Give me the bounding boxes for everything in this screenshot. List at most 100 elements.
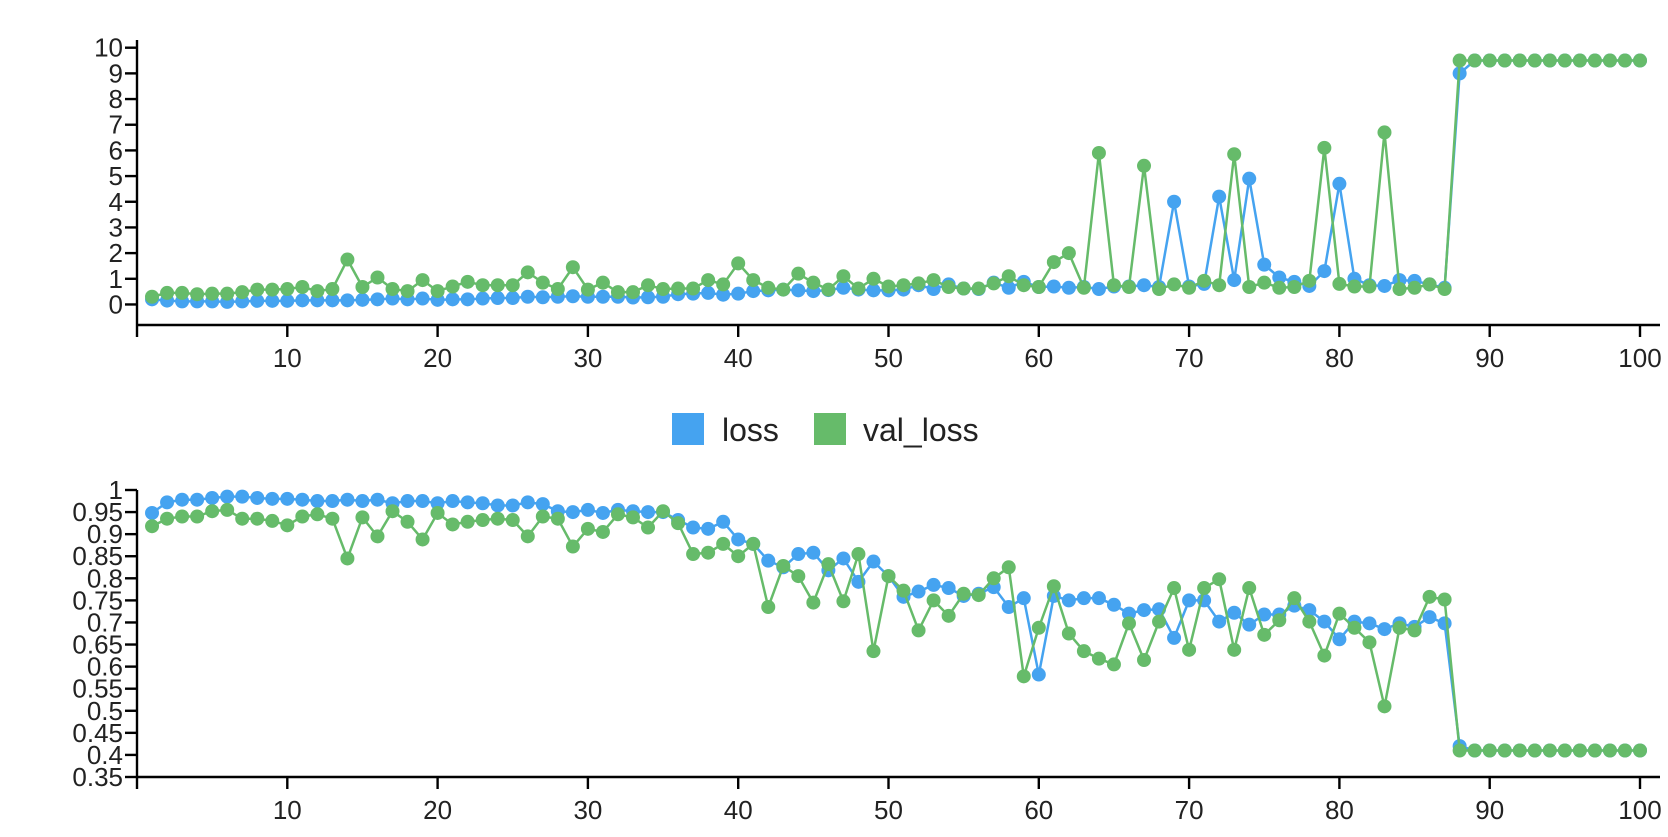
data-point-val-loss: [430, 284, 445, 299]
data-point-loss: [265, 491, 280, 506]
x-tick-label: 60: [1024, 795, 1053, 825]
data-point-val-loss: [746, 273, 761, 288]
data-point-val-loss: [205, 286, 220, 301]
data-point-val-loss: [926, 273, 941, 288]
data-point-val-loss: [836, 594, 851, 609]
y-tick-label: 5: [109, 161, 123, 191]
data-point-val-loss: [520, 529, 535, 544]
data-point-loss: [1227, 273, 1242, 288]
data-point-val-loss: [1482, 53, 1497, 68]
data-point-loss: [400, 494, 415, 509]
data-point-val-loss: [1302, 273, 1317, 288]
data-point-val-loss: [145, 289, 160, 304]
x-tick-label: 100: [1618, 795, 1661, 825]
data-point-val-loss: [1467, 53, 1482, 68]
x-tick-label: 50: [874, 795, 903, 825]
data-point-loss: [535, 497, 550, 512]
data-point-loss: [520, 495, 535, 510]
data-point-loss: [460, 495, 475, 510]
data-point-loss: [1212, 189, 1227, 204]
x-tick-label: 90: [1475, 343, 1504, 373]
data-point-val-loss: [250, 511, 265, 526]
data-point-val-loss: [595, 275, 610, 290]
data-point-loss: [475, 291, 490, 306]
data-point-val-loss: [896, 278, 911, 293]
data-point-loss: [1167, 630, 1182, 645]
data-point-val-loss: [625, 510, 640, 525]
data-point-loss: [1302, 603, 1317, 618]
data-point-val-loss: [1016, 278, 1031, 293]
data-point-val-loss: [475, 513, 490, 528]
data-point-val-loss: [911, 623, 926, 638]
data-point-val-loss: [1182, 642, 1197, 657]
data-point-loss: [265, 293, 280, 308]
legend-label-loss: loss: [722, 412, 779, 448]
data-point-loss: [325, 293, 340, 308]
data-point-val-loss: [595, 524, 610, 539]
x-tick-label: 70: [1175, 343, 1204, 373]
y-tick-label: 0.9: [87, 519, 123, 549]
data-point-val-loss: [1106, 657, 1121, 672]
data-point-val-loss: [1542, 743, 1557, 758]
data-point-val-loss: [821, 282, 836, 297]
data-point-val-loss: [160, 511, 175, 526]
data-point-val-loss: [851, 547, 866, 562]
data-point-loss: [941, 581, 956, 596]
data-point-val-loss: [1016, 669, 1031, 684]
data-point-val-loss: [791, 266, 806, 281]
data-point-loss: [1121, 606, 1136, 621]
data-point-val-loss: [325, 511, 340, 526]
data-point-val-loss: [1212, 278, 1227, 293]
legend-label-val-loss: val_loss: [863, 412, 979, 448]
data-point-val-loss: [565, 539, 580, 554]
data-point-val-loss: [1527, 743, 1542, 758]
y-tick-label: 0: [109, 289, 123, 319]
data-point-loss: [415, 291, 430, 306]
data-point-loss: [791, 547, 806, 562]
data-point-val-loss: [1587, 743, 1602, 758]
y-tick-label: 0.45: [72, 718, 123, 748]
x-tick-label: 40: [724, 795, 753, 825]
data-point-loss: [250, 490, 265, 505]
data-point-loss: [190, 492, 205, 507]
data-point-val-loss: [1392, 282, 1407, 297]
data-point-val-loss: [1347, 620, 1362, 635]
data-point-loss: [250, 293, 265, 308]
data-point-val-loss: [325, 282, 340, 297]
series-line-loss: [151, 495, 1640, 752]
data-point-loss: [280, 293, 295, 308]
data-point-loss: [836, 551, 851, 566]
data-point-val-loss: [1182, 280, 1197, 295]
data-point-val-loss: [956, 586, 971, 601]
data-point-loss: [866, 554, 881, 569]
y-tick-label: 0.95: [72, 497, 123, 527]
data-point-val-loss: [1347, 279, 1362, 294]
data-point-loss: [716, 514, 731, 529]
data-point-loss: [1377, 278, 1392, 293]
data-point-val-loss: [806, 275, 821, 290]
data-point-val-loss: [1392, 620, 1407, 635]
data-point-loss: [355, 494, 370, 509]
data-point-loss: [505, 498, 520, 513]
series-line-val-loss: [151, 508, 1640, 752]
data-point-loss: [430, 496, 445, 511]
x-tick-label: 30: [573, 795, 602, 825]
data-point-loss: [580, 502, 595, 517]
data-point-loss: [731, 532, 746, 547]
data-point-val-loss: [1106, 278, 1121, 293]
data-point-loss: [926, 577, 941, 592]
data-point-val-loss: [986, 276, 1001, 291]
data-point-val-loss: [565, 260, 580, 275]
data-point-loss: [1031, 667, 1046, 682]
data-point-val-loss: [310, 507, 325, 522]
y-tick-label: 8: [109, 84, 123, 114]
data-point-loss: [205, 490, 220, 505]
data-point-val-loss: [190, 287, 205, 302]
data-point-val-loss: [686, 281, 701, 296]
data-point-val-loss: [445, 517, 460, 532]
data-point-loss: [280, 491, 295, 506]
y-tick-label: 7: [109, 110, 123, 140]
data-point-loss: [415, 494, 430, 509]
data-point-val-loss: [145, 519, 160, 534]
